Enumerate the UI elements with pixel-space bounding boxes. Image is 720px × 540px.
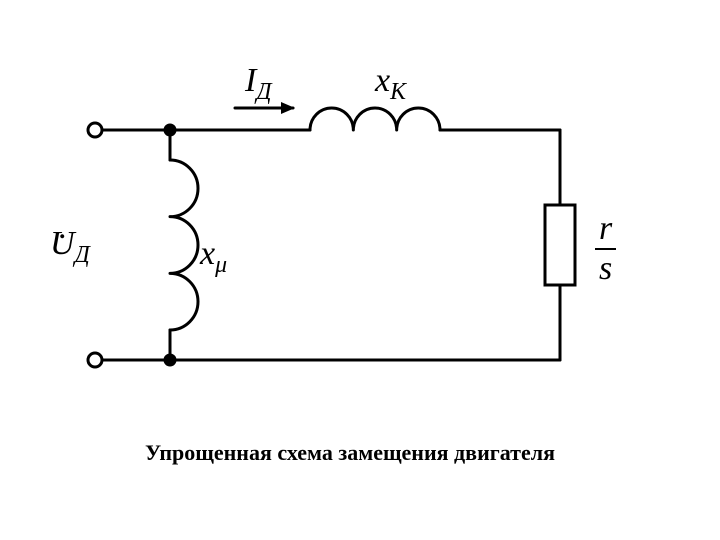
label-resistance-rs: rs xyxy=(595,210,616,288)
circuit-container: .UД xμ IД xK rs Упрощенная схема замещен… xyxy=(0,0,720,540)
caption-text: Упрощенная схема замещения двигателя xyxy=(145,440,555,466)
label-current-id: IД xyxy=(245,62,271,106)
label-reactance-xk: xK xyxy=(375,62,406,106)
label-reactance-xmu: xμ xyxy=(200,235,227,279)
label-voltage-ud: .UД xyxy=(50,225,90,269)
